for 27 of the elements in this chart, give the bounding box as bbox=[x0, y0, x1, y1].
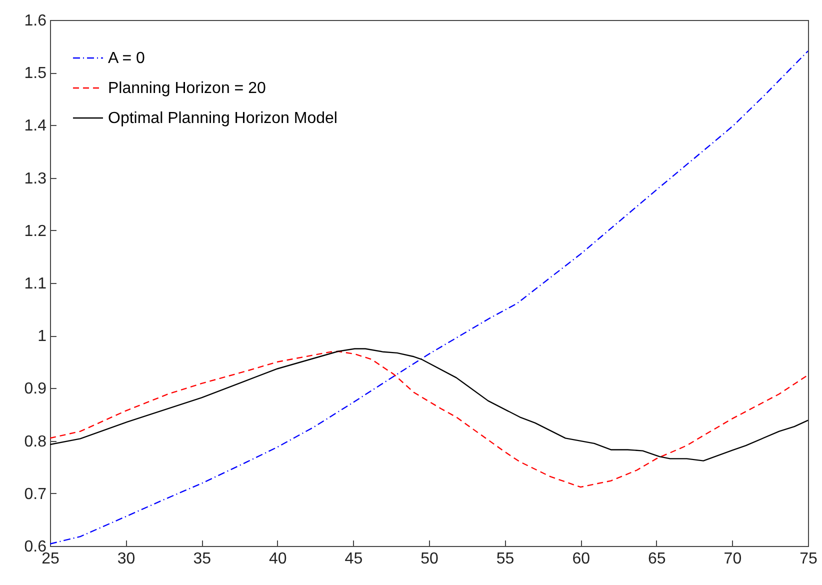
x-tick-label: 40 bbox=[269, 550, 287, 568]
y-tick-label: 1.4 bbox=[24, 118, 47, 135]
x-tick-label: 25 bbox=[42, 550, 60, 568]
line-series bbox=[50, 348, 808, 462]
y-tick-label: 0.8 bbox=[24, 433, 47, 450]
y-tick-label: 1.1 bbox=[24, 276, 47, 292]
x-tick-label: 50 bbox=[420, 550, 438, 568]
y-tick-label: 1.3 bbox=[24, 170, 47, 188]
y-tick-label: 1.2 bbox=[24, 222, 47, 240]
x-tick-label: 65 bbox=[648, 550, 666, 568]
x-tick-label: 60 bbox=[572, 550, 590, 568]
y-tick-label: 0.7 bbox=[24, 486, 47, 503]
x-tick-label: 75 bbox=[800, 550, 818, 568]
x-tick-label: 70 bbox=[724, 550, 742, 568]
y-tick-label: 1 bbox=[38, 328, 47, 346]
x-tick-label: 35 bbox=[193, 550, 212, 568]
legend-label: A = 0 bbox=[108, 50, 146, 67]
x-tick-label: 45 bbox=[344, 550, 363, 568]
line-series bbox=[50, 50, 808, 544]
line-series bbox=[50, 350, 808, 488]
legend-label: Planning Horizon = 20 bbox=[108, 80, 266, 97]
x-tick-label: 55 bbox=[496, 550, 514, 568]
y-tick-label: 1.5 bbox=[24, 65, 47, 82]
y-tick-label: 0.9 bbox=[24, 380, 47, 398]
x-tick-label: 30 bbox=[117, 550, 136, 568]
legend-label: Optimal Planning Horizon Model bbox=[108, 110, 338, 127]
y-tick-label: 1.6 bbox=[24, 12, 47, 30]
